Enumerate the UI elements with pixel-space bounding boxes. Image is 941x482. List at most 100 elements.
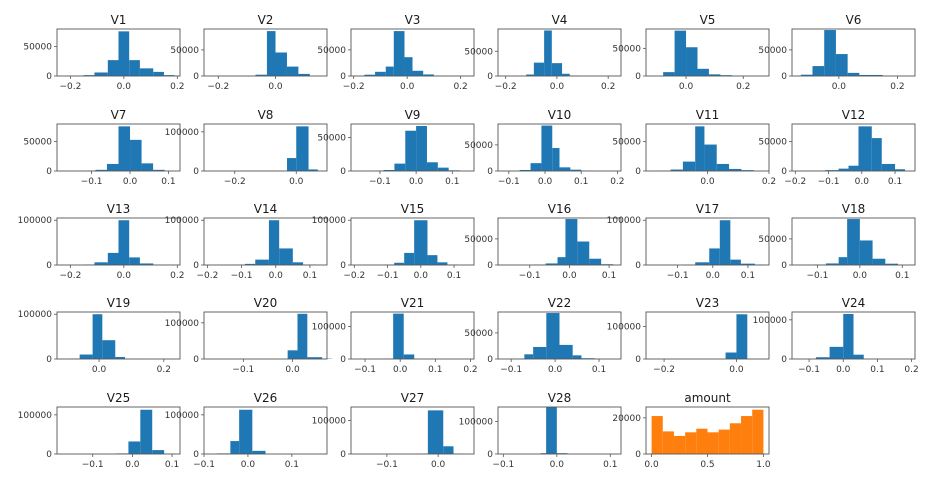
x-tick-label: 0.0 xyxy=(836,365,851,375)
x-tick-label: −0.2 xyxy=(343,271,365,281)
y-tick-label: 0 xyxy=(635,72,641,82)
x-tick-label: 0.1 xyxy=(165,460,179,470)
histogram-bar xyxy=(815,357,830,359)
histogram-bars xyxy=(511,313,595,359)
histogram-bar xyxy=(859,240,873,265)
x-tick-label: −0.1 xyxy=(492,460,514,470)
histogram-bar xyxy=(394,262,405,265)
histogram-bar xyxy=(670,169,683,171)
x-tick-label: 0.0 xyxy=(644,460,659,470)
y-tick-label: 0 xyxy=(193,167,199,177)
axes-frame xyxy=(350,311,475,360)
y-tick-label: 0 xyxy=(487,167,493,177)
histogram-bar xyxy=(296,126,309,171)
axes-frame xyxy=(56,217,181,266)
histogram-bar xyxy=(519,169,531,171)
histogram-bar xyxy=(895,169,906,171)
histogram-panel-v18: V18 0 50000 −0.1 0.0 0.1 xyxy=(758,202,916,281)
x-tick-label: −0.2 xyxy=(653,365,675,375)
histogram-bar xyxy=(427,255,438,265)
histogram-panel-v19: V19 0 100000 0.0 0.2 xyxy=(18,296,181,375)
histogram-bar xyxy=(403,354,415,359)
histogram-panel-v15: V15 0 100000 −0.2 −0.1 0.0 0.1 xyxy=(312,202,475,281)
y-tick-label: 0 xyxy=(46,261,52,271)
panel-title: V3 xyxy=(405,13,421,27)
histogram-bars xyxy=(725,314,748,359)
histogram-bar xyxy=(405,130,417,171)
histogram-bar xyxy=(404,57,413,76)
x-tick-label: 0.1 xyxy=(741,271,755,281)
x-tick-label: −0.2 xyxy=(224,177,246,187)
x-tick-label: −0.1 xyxy=(498,177,520,187)
axes-frame xyxy=(203,28,328,77)
y-tick-label: 100000 xyxy=(18,310,53,320)
y-tick-label: 100000 xyxy=(607,323,642,333)
panel-title: V7 xyxy=(111,108,127,122)
histogram-bar xyxy=(423,74,434,76)
histogram-bars xyxy=(417,410,464,454)
histogram-bar xyxy=(252,450,266,454)
histogram-bar xyxy=(729,423,742,454)
y-tick-label: 0 xyxy=(340,167,346,177)
axes-frame xyxy=(791,217,916,266)
x-tick-label: 0.0 xyxy=(679,82,694,92)
panel-title: V1 xyxy=(111,13,127,27)
histogram-bars xyxy=(533,219,614,265)
histogram-bar xyxy=(719,220,731,265)
x-tick-label: 0.2 xyxy=(890,82,904,92)
x-tick-label: 0.0 xyxy=(400,82,415,92)
histogram-bar xyxy=(729,168,742,171)
axes-frame xyxy=(56,28,181,77)
panel-title: amount xyxy=(684,391,731,405)
histogram-bar xyxy=(829,346,844,359)
x-tick-label: −0.2 xyxy=(196,271,218,281)
x-tick-label: −0.2 xyxy=(59,82,81,92)
histogram-bars xyxy=(815,313,864,359)
y-tick-label: 100000 xyxy=(312,323,347,333)
histogram-bar xyxy=(838,257,848,265)
histogram-bar xyxy=(427,410,444,454)
y-tick-label: 50000 xyxy=(23,43,52,53)
histogram-bar xyxy=(736,314,748,359)
y-tick-label: 0 xyxy=(46,450,52,460)
x-tick-label: 0.1 xyxy=(592,365,606,375)
histogram-panel-v23: V23 0 100000 −0.2 0.0 xyxy=(607,296,770,375)
histogram-bar xyxy=(107,60,119,76)
histogram-bar xyxy=(557,257,566,265)
histogram-panel-v4: V4 0 50000 −0.2 0.0 0.2 xyxy=(464,13,622,92)
histogram-bar xyxy=(94,262,108,265)
histogram-bar xyxy=(129,257,140,265)
histogram-bar xyxy=(544,30,552,76)
y-tick-label: 0 xyxy=(340,261,346,271)
x-tick-label: −0.2 xyxy=(784,177,806,187)
axes-frame xyxy=(791,311,916,360)
histogram-panel-v13: V13 0 100000 −0.2 0.0 0.2 xyxy=(18,202,185,281)
histogram-bar xyxy=(663,72,675,76)
x-tick-label: 0.0 xyxy=(431,460,446,470)
histogram-bar xyxy=(152,450,165,454)
x-tick-label: 0.1 xyxy=(870,365,884,375)
histogram-bar xyxy=(292,262,304,265)
x-tick-label: 0.1 xyxy=(603,460,617,470)
histogram-bar xyxy=(416,126,427,171)
histogram-bar xyxy=(364,74,376,76)
histogram-bar xyxy=(847,72,860,76)
y-tick-label: 0 xyxy=(46,72,52,82)
axes-frame xyxy=(645,217,770,266)
x-tick-label: 0.0 xyxy=(92,365,107,375)
histogram-bars xyxy=(231,220,317,265)
y-tick-label: 50000 xyxy=(758,138,787,148)
x-tick-label: 0.1 xyxy=(888,177,902,187)
histogram-bar xyxy=(128,441,141,454)
y-tick-label: 0 xyxy=(635,450,641,460)
histogram-panel-v14: V14 0 100000 −0.2 −0.1 0.0 0.1 xyxy=(165,202,328,281)
histogram-bar xyxy=(853,354,864,359)
histogram-panel-v28: V28 0 100000 −0.1 0.0 0.1 xyxy=(459,391,622,470)
y-tick-label: 50000 xyxy=(758,235,787,245)
panel-title: V4 xyxy=(552,13,568,27)
x-tick-label: −0.1 xyxy=(377,271,399,281)
histogram-bars xyxy=(353,31,456,76)
histogram-bar xyxy=(741,416,753,454)
histogram-bar xyxy=(297,313,308,359)
